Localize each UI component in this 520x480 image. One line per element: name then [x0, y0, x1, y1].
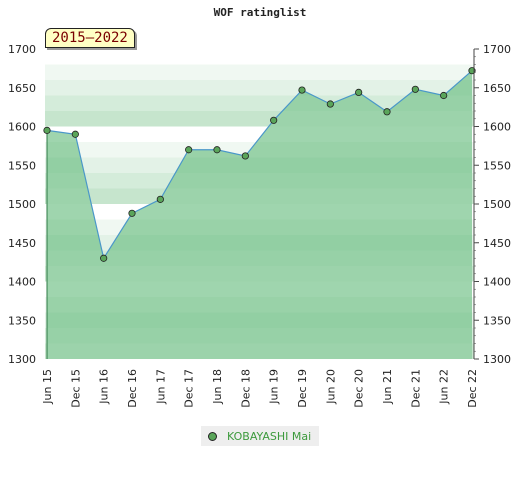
x-tick-label: Jun 20 — [324, 369, 337, 405]
area-band — [47, 266, 472, 282]
bg-band — [45, 49, 474, 65]
y-tick-left: 1650 — [8, 82, 36, 95]
data-point — [241, 152, 249, 160]
area-band — [47, 281, 472, 297]
y-tick-right: 1650 — [483, 82, 511, 95]
data-point — [440, 91, 448, 100]
x-tick-label: Dec 22 — [466, 369, 479, 408]
data-point — [71, 130, 79, 138]
legend-label: KOBAYASHI Mai — [227, 429, 312, 443]
x-tick-label: Jun 17 — [154, 369, 167, 405]
data-point — [411, 85, 419, 93]
area-band — [47, 343, 472, 359]
period-badge: 2015–2022 — [45, 28, 135, 48]
y-tick-left: 1400 — [8, 276, 36, 289]
data-point — [355, 88, 363, 97]
area-band — [47, 328, 472, 344]
x-tick-label: Jun 21 — [381, 369, 394, 405]
y-tick-left: 1350 — [8, 314, 36, 327]
x-tick-label: Jun 15 — [41, 369, 54, 405]
y-tick-left: 1550 — [8, 159, 36, 172]
y-tick-right: 1350 — [483, 314, 511, 327]
area-band — [47, 297, 472, 313]
y-tick-right: 1450 — [483, 237, 511, 250]
y-tick-right: 1700 — [483, 43, 511, 56]
y-tick-right: 1400 — [483, 276, 511, 289]
x-tick-label: Dec 19 — [296, 369, 309, 408]
data-point — [213, 146, 221, 154]
y-tick-left: 1450 — [8, 237, 36, 250]
data-point — [270, 116, 278, 124]
y-tick-left: 1500 — [8, 198, 36, 211]
chart-title: WOF ratinglist — [213, 6, 307, 19]
series-line — [46, 70, 473, 260]
x-tick-label: Jun 22 — [438, 369, 451, 405]
data-point — [43, 126, 51, 134]
area-band — [47, 235, 472, 251]
x-tick-label: Dec 17 — [183, 369, 196, 408]
y-tick-left: 1700 — [8, 43, 36, 56]
x-tick-label: Dec 15 — [69, 369, 82, 408]
y-tick-right: 1300 — [483, 353, 511, 366]
data-point — [185, 146, 193, 154]
area-band — [47, 250, 472, 266]
x-tick-label: Dec 16 — [126, 369, 139, 408]
x-tick-label: Jun 19 — [268, 369, 281, 405]
legend[interactable]: KOBAYASHI Mai — [201, 426, 319, 446]
bg-band — [45, 80, 474, 96]
data-point — [128, 209, 136, 217]
bg-band — [45, 64, 474, 80]
x-tick-label: Dec 20 — [353, 369, 366, 408]
x-tick-label: Jun 18 — [211, 369, 224, 405]
x-tick-label: Dec 18 — [239, 369, 252, 408]
y-tick-right: 1550 — [483, 159, 511, 172]
data-point — [156, 195, 164, 203]
data-point — [326, 100, 334, 108]
area-band — [47, 204, 472, 220]
data-point — [383, 108, 391, 116]
y-tick-left: 1600 — [8, 121, 36, 134]
area-band — [47, 312, 472, 328]
data-point — [298, 86, 306, 94]
x-tick-label: Jun 16 — [98, 369, 111, 405]
legend-marker — [208, 431, 217, 441]
y-tick-left: 1300 — [8, 353, 36, 366]
data-point — [100, 254, 108, 262]
area-band — [47, 219, 472, 235]
y-tick-right: 1500 — [483, 198, 511, 211]
x-tick-label: Dec 21 — [409, 369, 422, 408]
y-tick-right: 1600 — [483, 121, 511, 134]
